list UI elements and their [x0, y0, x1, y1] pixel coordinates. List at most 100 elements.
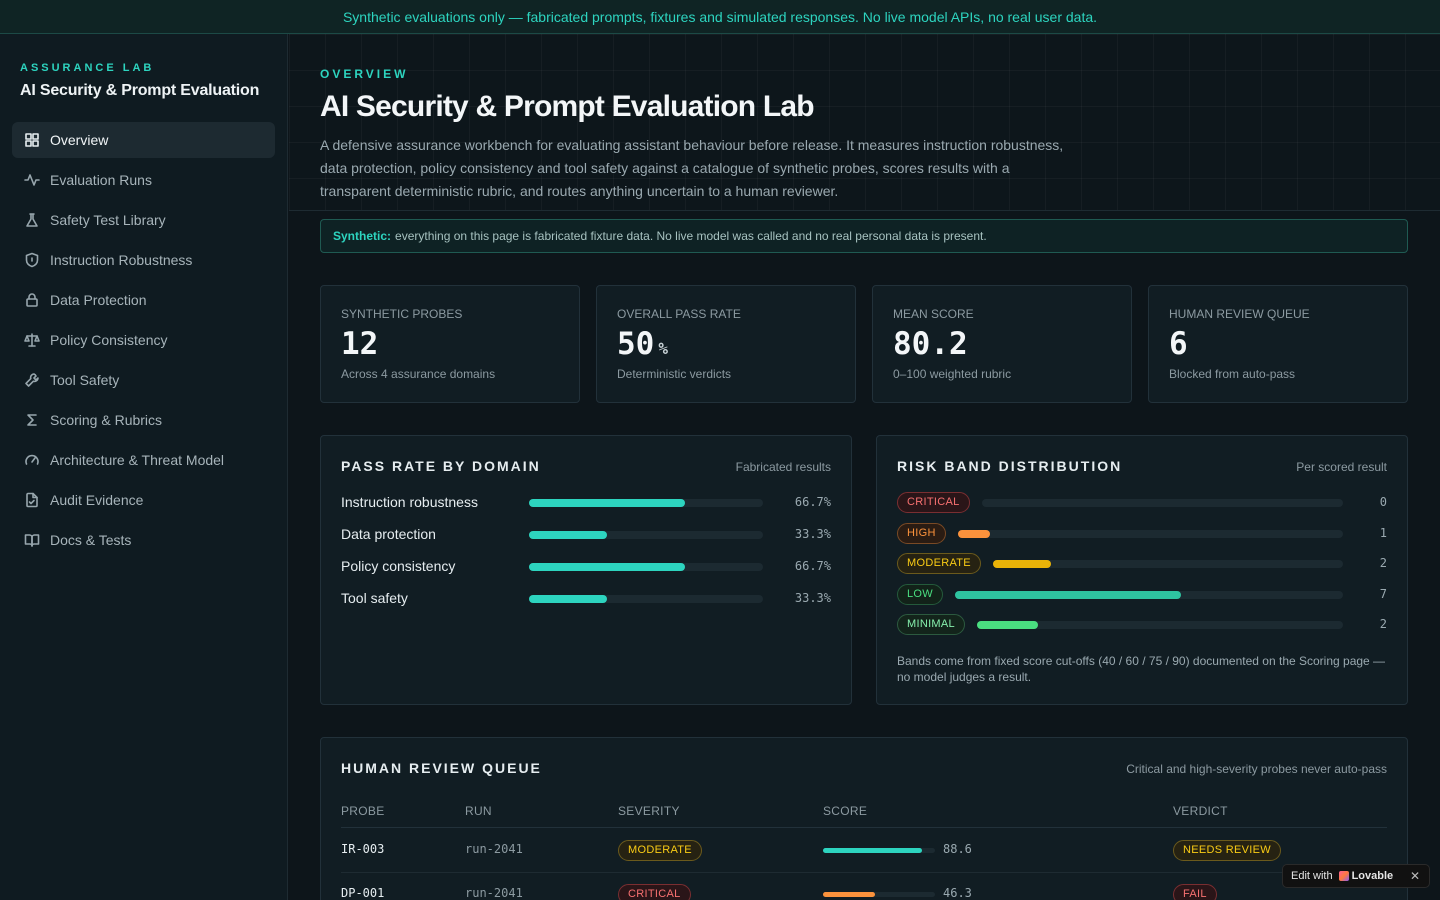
domain-name: Instruction robustness	[341, 494, 478, 510]
stat-card-review-queue: HUMAN REVIEW QUEUE 6 Blocked from auto-p…	[1148, 285, 1408, 403]
stat-value: 6	[1169, 326, 1188, 362]
edit-with-lovable-button[interactable]: Edit with Lovable ✕	[1282, 864, 1430, 888]
sidebar-item-label: Scoring & Rubrics	[50, 412, 163, 428]
domain-row: Policy consistency 66.7%	[341, 558, 831, 578]
severity-badge: CRITICAL	[618, 884, 691, 900]
sidebar-item-safety-test-library[interactable]: Safety Test Library	[12, 202, 275, 238]
human-review-queue-panel: HUMAN REVIEW QUEUE Critical and high-sev…	[320, 737, 1408, 900]
verdict-badge: FAIL	[1173, 884, 1217, 900]
verdict-badge: NEEDS REVIEW	[1173, 840, 1281, 861]
stat-label: MEAN SCORE	[893, 307, 974, 321]
sidebar-item-evaluation-runs[interactable]: Evaluation Runs	[12, 162, 275, 198]
synthetic-banner: Synthetic evaluations only — fabricated …	[0, 0, 1440, 34]
severity-cell: CRITICAL	[618, 884, 691, 900]
lock-icon	[24, 292, 40, 308]
domain-name: Tool safety	[341, 590, 408, 606]
sidebar-item-label: Evaluation Runs	[50, 172, 152, 188]
stat-sub: Across 4 assurance domains	[341, 367, 496, 381]
sigma-icon	[24, 412, 40, 428]
stat-label: SYNTHETIC PROBES	[341, 307, 463, 321]
column-header-score: SCORE	[823, 804, 868, 818]
sidebar-item-label: Architecture & Threat Model	[50, 452, 225, 468]
grid-icon	[24, 132, 40, 148]
band-bar-fill	[993, 560, 1051, 568]
lovable-logo: Lovable	[1338, 870, 1393, 882]
panel-meta: Fabricated results	[735, 460, 831, 474]
wrench-icon	[24, 372, 40, 388]
column-header-severity: SEVERITY	[618, 804, 680, 818]
sidebar-item-overview[interactable]: Overview	[12, 122, 275, 158]
sidebar-item-architecture-threat-model[interactable]: Architecture & Threat Model	[12, 442, 275, 478]
stat-unit: %	[658, 339, 668, 358]
run-id: run-2041	[465, 842, 523, 856]
sidebar-item-label: Policy Consistency	[50, 332, 168, 348]
band-count: 0	[1379, 495, 1387, 509]
band-count: 2	[1379, 556, 1387, 570]
lovable-heart-icon	[1338, 871, 1349, 881]
risk-band-panel: RISK BAND DISTRIBUTION Per scored result…	[876, 435, 1408, 705]
domain-pass-rate: 33.3%	[794, 591, 831, 605]
band-count: 1	[1379, 525, 1387, 540]
domain-bar-track	[529, 595, 763, 603]
band-row-low: LOW 7	[897, 583, 1387, 606]
main-content: OVERVIEW AI Security & Prompt Evaluation…	[289, 34, 1440, 900]
page-title: AI Security & Prompt Evaluation Lab	[320, 90, 815, 123]
domain-bar-fill	[529, 595, 607, 603]
sidebar-item-policy-consistency[interactable]: Policy Consistency	[12, 322, 275, 358]
stat-value: 80.2	[893, 326, 968, 362]
panel-title: RISK BAND DISTRIBUTION	[897, 458, 1123, 474]
sidebar-item-label: Instruction Robustness	[50, 252, 193, 268]
column-header-run: RUN	[465, 804, 492, 818]
panel-title: PASS RATE BY DOMAIN	[341, 458, 541, 474]
risk-band-badge: LOW	[897, 583, 943, 605]
sidebar-item-audit-evidence[interactable]: Audit Evidence	[12, 482, 275, 518]
table-header: PROBE RUN SEVERITY SCORE VERDICT	[341, 804, 1387, 828]
band-note: Bands come from fixed score cut-offs (40…	[897, 654, 1386, 684]
panel-meta: Per scored result	[1296, 460, 1387, 474]
notice-text: everything on this page is fabricated fi…	[395, 229, 987, 243]
probe-id[interactable]: DP-001	[341, 886, 385, 900]
domain-pass-rate: 33.3%	[794, 527, 831, 541]
band-bar-track	[955, 590, 1343, 599]
stat-card-probes: SYNTHETIC PROBES 12 Across 4 assurance d…	[320, 285, 580, 403]
band-bar-fill	[958, 529, 990, 538]
sidebar-item-label: Docs & Tests	[50, 532, 132, 548]
domain-bar-fill	[529, 563, 685, 571]
verdict-cell: NEEDS REVIEW	[1173, 840, 1281, 861]
lovable-prefix: Edit with	[1291, 870, 1333, 882]
probe-id[interactable]: IR-003	[341, 842, 385, 856]
domain-bar-track	[529, 499, 763, 507]
sidebar-item-tool-safety[interactable]: Tool Safety	[12, 362, 275, 398]
verdict-cell: FAIL	[1173, 884, 1217, 900]
stat-value: 12	[341, 326, 379, 362]
domain-name: Data protection	[341, 526, 436, 542]
gauge-icon	[24, 452, 40, 468]
flask-icon	[24, 212, 40, 228]
stat-card-mean-score: MEAN SCORE 80.2 0–100 weighted rubric	[872, 285, 1132, 403]
domain-bar-track	[529, 563, 763, 571]
sidebar-item-scoring-rubrics[interactable]: Scoring & Rubrics	[12, 402, 275, 438]
score-value: 88.6	[943, 842, 972, 856]
severity-badge: MODERATE	[618, 840, 702, 861]
band-bar-track	[993, 560, 1343, 568]
domain-row: Data protection 33.3%	[341, 526, 831, 546]
table-row[interactable]: DP-001 run-2041 CRITICAL 46.3 FAIL	[341, 873, 1387, 900]
sidebar-item-instruction-robustness[interactable]: Instruction Robustness	[12, 242, 275, 278]
band-bar-fill	[977, 621, 1038, 629]
synthetic-notice: Synthetic: everything on this page is fa…	[320, 219, 1408, 253]
stat-value: 50%	[617, 326, 668, 362]
sidebar: ASSURANCE LAB AI Security & Prompt Evalu…	[0, 34, 288, 900]
band-count: 2	[1379, 617, 1387, 631]
domain-bar-track	[529, 531, 763, 539]
column-header-probe: PROBE	[341, 804, 385, 818]
band-row-moderate: MODERATE 2	[897, 553, 1387, 575]
sidebar-item-data-protection[interactable]: Data Protection	[12, 282, 275, 318]
activity-icon	[24, 172, 40, 188]
score-bar-fill	[823, 848, 922, 853]
sidebar-item-docs-tests[interactable]: Docs & Tests	[12, 522, 275, 558]
sidebar-nav: Overview Evaluation Runs Safety Test Libra…	[12, 122, 275, 562]
app-title: AI Security & Prompt Evaluation	[20, 82, 260, 99]
close-icon[interactable]: ✕	[1409, 869, 1420, 883]
table-row[interactable]: IR-003 run-2041 MODERATE 88.6 NEEDS REVIEW	[341, 829, 1387, 873]
stat-sub: Deterministic verdicts	[617, 367, 732, 381]
